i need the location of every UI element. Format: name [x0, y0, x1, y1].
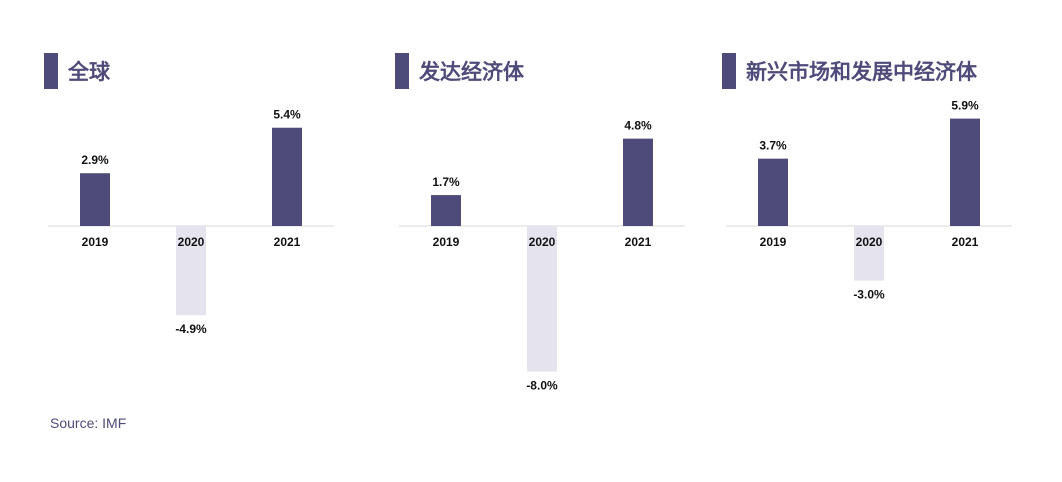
x-tick-label-2019: 2019	[82, 235, 109, 249]
chart-title: 发达经济体	[419, 61, 524, 84]
bar-2020	[176, 226, 206, 316]
title-marker	[44, 53, 58, 89]
bar-chart-global: 2.9% 2019 -4.9% 2020 5.4% 2021	[48, 108, 334, 336]
data-label-2019: 2.9%	[81, 153, 109, 167]
data-label-2020: -4.9%	[175, 322, 207, 336]
x-tick-label-2021: 2021	[274, 235, 301, 249]
chart-panel-advanced-economies: 发达经济体 1.7% 2019 -8.0% 2020 4.8% 2021	[395, 0, 695, 420]
panel-header: 发达经济体	[395, 53, 524, 89]
x-tick-label-2021: 2021	[625, 235, 652, 249]
data-label-2021: 4.8%	[624, 119, 652, 133]
bar-2020	[854, 226, 884, 281]
source-note: Source: IMF	[50, 415, 127, 431]
x-tick-label-2021: 2021	[952, 235, 979, 249]
bar-chart-emerging-economies: 3.7% 2019 -3.0% 2020 5.9% 2021	[726, 99, 1012, 302]
chart-title: 新兴市场和发展中经济体	[746, 61, 977, 84]
chart-panel-global: 全球 2.9% 2019 -4.9% 2020 5.4% 2021	[44, 0, 344, 420]
data-label-2021: 5.4%	[273, 108, 301, 122]
title-marker	[395, 53, 409, 89]
bar-2019	[758, 158, 788, 226]
chart-title: 全球	[68, 61, 110, 84]
data-label-2020: -8.0%	[526, 379, 558, 393]
data-label-2019: 1.7%	[432, 175, 460, 189]
data-label-2021: 5.9%	[951, 99, 979, 113]
title-marker	[722, 53, 736, 89]
x-tick-label-2019: 2019	[760, 235, 787, 249]
bar-2021	[950, 118, 980, 226]
panel-header: 全球	[44, 53, 110, 89]
x-tick-label-2020: 2020	[856, 235, 883, 249]
panel-header: 新兴市场和发展中经济体	[722, 53, 977, 89]
bar-2020	[527, 226, 557, 372]
x-tick-label-2019: 2019	[433, 235, 460, 249]
bar-2021	[623, 138, 653, 226]
x-tick-label-2020: 2020	[178, 235, 205, 249]
data-label-2020: -3.0%	[853, 288, 885, 302]
bar-2019	[431, 195, 461, 226]
chart-panel-emerging-economies: 新兴市场和发展中经济体 3.7% 2019 -3.0% 2020 5.9% 2021	[722, 0, 1022, 420]
bar-2021	[272, 127, 302, 226]
x-tick-label-2020: 2020	[529, 235, 556, 249]
bar-chart-advanced-economies: 1.7% 2019 -8.0% 2020 4.8% 2021	[399, 119, 685, 393]
data-label-2019: 3.7%	[759, 139, 787, 153]
bar-2019	[80, 173, 110, 226]
